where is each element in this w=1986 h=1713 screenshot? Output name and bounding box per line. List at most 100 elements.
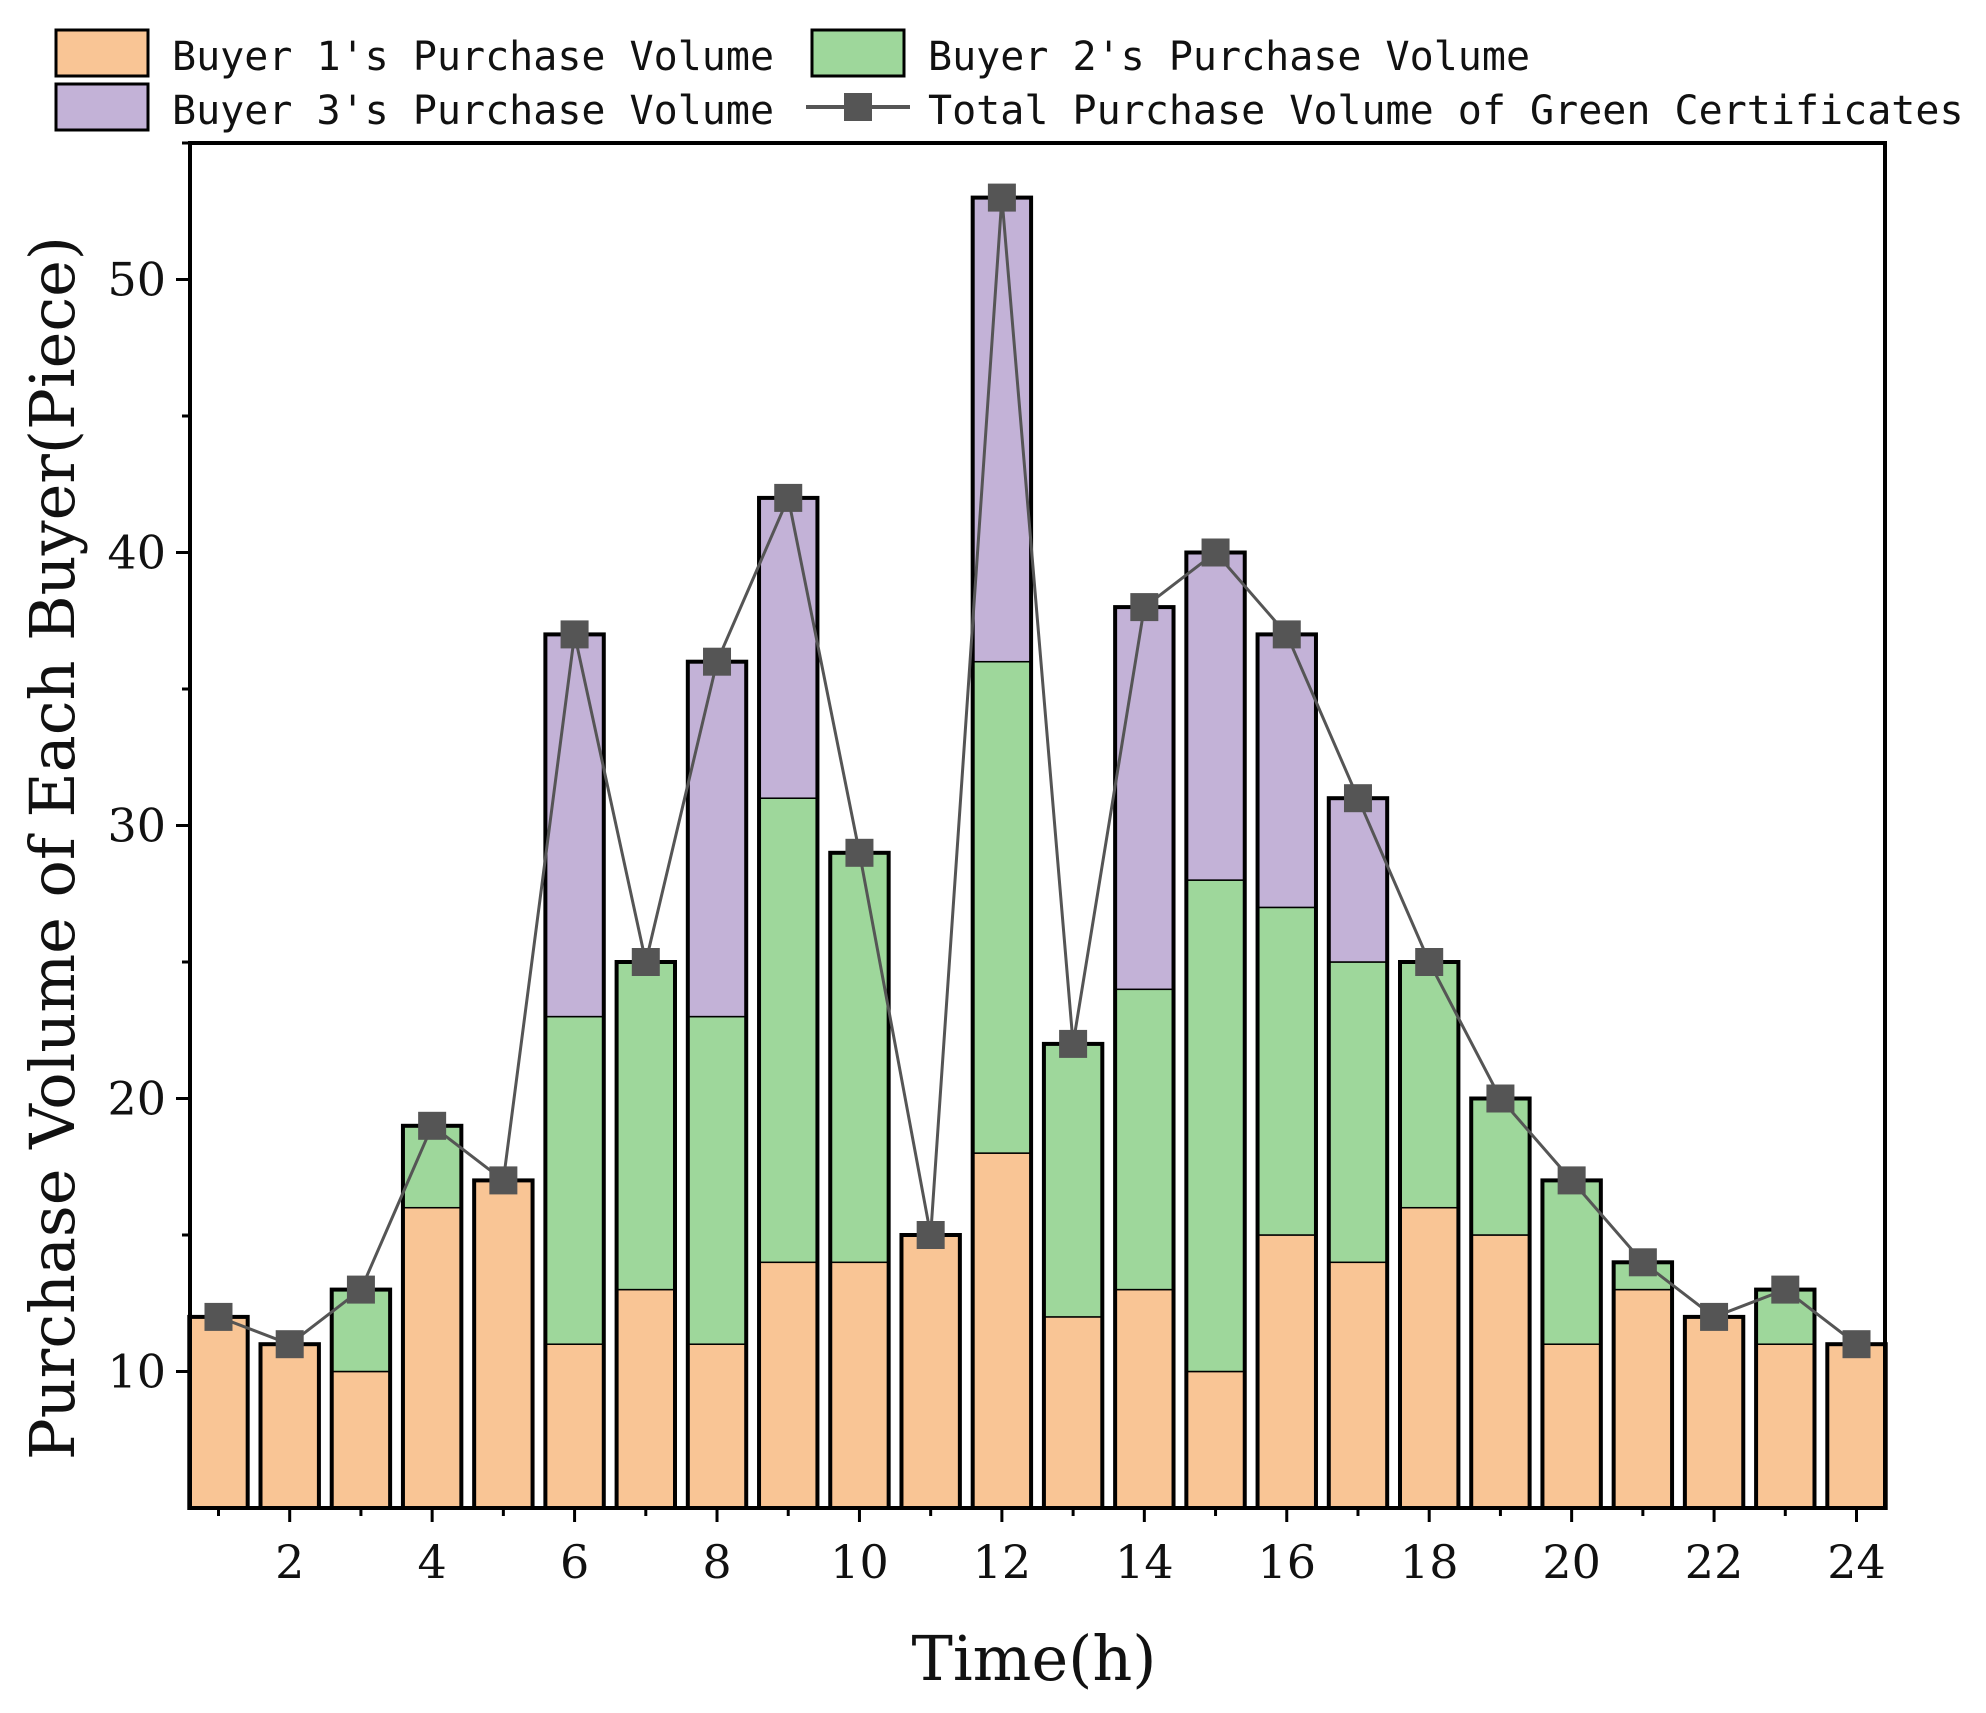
bar-9-series-3 xyxy=(758,497,819,799)
bar-19-series-2 xyxy=(1470,1097,1531,1236)
total-marker-21 xyxy=(1628,1248,1657,1277)
bar-22-series-1 xyxy=(1684,1316,1745,1509)
bar-20-series-2 xyxy=(1541,1179,1602,1345)
bar-8-series-2 xyxy=(687,1015,747,1345)
bar-13-series-2 xyxy=(1043,1043,1104,1318)
bar-17-series-1 xyxy=(1328,1261,1388,1509)
total-marker-11 xyxy=(916,1221,945,1249)
bar-14-series-1 xyxy=(1114,1288,1175,1509)
bar-9-series-1 xyxy=(758,1261,819,1509)
total-marker-24 xyxy=(1842,1330,1871,1359)
bar-8-series-3 xyxy=(687,660,747,1018)
total-marker-8 xyxy=(703,647,732,676)
total-marker-1 xyxy=(204,1302,233,1331)
legend-label-buyer2: Buyer 2's Purchase Volume xyxy=(928,34,1530,80)
bar-10-series-1 xyxy=(829,1261,890,1509)
total-marker-15 xyxy=(1201,538,1230,567)
total-line xyxy=(217,197,1858,1346)
bar-1-series-1 xyxy=(188,1316,249,1509)
bar-6-series-1 xyxy=(544,1343,605,1509)
total-marker-20 xyxy=(1557,1166,1586,1195)
bar-4-series-1 xyxy=(402,1206,463,1509)
bar-16-series-2 xyxy=(1256,906,1317,1236)
bar-15-series-3 xyxy=(1185,551,1246,881)
y-tick-label-20: 20 xyxy=(107,1072,166,1126)
x-tick-label-12: 12 xyxy=(973,1535,1032,1589)
legend-item-buyer1: Buyer 1's Purchase Volume xyxy=(54,28,774,80)
bar-3-series-1 xyxy=(330,1370,391,1509)
bar-23-series-1 xyxy=(1755,1343,1816,1509)
bar-14-series-2 xyxy=(1114,988,1175,1291)
total-marker-6 xyxy=(560,620,589,649)
total-marker-7 xyxy=(631,948,660,976)
bar-15-series-1 xyxy=(1185,1370,1246,1509)
bar-7-series-2 xyxy=(615,961,676,1291)
y-axis-title: Purchase Volume of Each Buyer(Piece) xyxy=(16,236,89,1460)
legend-label-total: Total Purchase Volume of Green Certifica… xyxy=(928,88,1964,134)
total-marker-22 xyxy=(1700,1302,1729,1331)
bar-10-series-2 xyxy=(829,852,890,1264)
legend-label-buyer1: Buyer 1's Purchase Volume xyxy=(172,34,774,80)
total-marker-13 xyxy=(1059,1029,1088,1058)
bar-18-series-1 xyxy=(1399,1206,1460,1509)
total-marker-17 xyxy=(1343,784,1372,813)
x-tick-label-22: 22 xyxy=(1685,1535,1744,1589)
legend-swatch-buyer1 xyxy=(54,28,150,78)
x-tick-label-14: 14 xyxy=(1115,1535,1174,1589)
bar-8-series-1 xyxy=(687,1343,747,1509)
total-marker-2 xyxy=(275,1330,304,1359)
legend-marker-total xyxy=(844,93,872,121)
bar-9-series-2 xyxy=(758,797,819,1264)
bar-19-series-1 xyxy=(1470,1234,1531,1509)
legend-item-buyer3: Buyer 3's Purchase Volume xyxy=(54,82,774,134)
total-marker-18 xyxy=(1415,948,1444,976)
bar-16-series-1 xyxy=(1256,1234,1317,1509)
y-tick-label-40: 40 xyxy=(107,526,166,580)
legend-item-total: Total Purchase Volume of Green Certifica… xyxy=(806,88,1964,134)
bar-17-series-2 xyxy=(1328,961,1388,1264)
x-tick-label-20: 20 xyxy=(1542,1535,1601,1589)
x-tick-label-6: 6 xyxy=(560,1535,589,1589)
bar-12-series-2 xyxy=(971,660,1032,1154)
x-tick-label-10: 10 xyxy=(830,1535,889,1589)
total-marker-10 xyxy=(845,838,874,867)
legend-swatch-buyer3 xyxy=(54,82,150,132)
bars-layer xyxy=(187,195,1888,1511)
y-tick-label-30: 30 xyxy=(107,799,166,853)
x-tick-label-2: 2 xyxy=(275,1535,304,1589)
bar-6-series-3 xyxy=(544,633,605,1018)
legend-label-buyer3: Buyer 3's Purchase Volume xyxy=(172,88,774,134)
bar-5-series-1 xyxy=(473,1179,534,1509)
bar-13-series-1 xyxy=(1043,1316,1104,1509)
x-tick-label-16: 16 xyxy=(1257,1535,1316,1589)
legend-swatch-buyer2 xyxy=(810,28,906,78)
legend: Buyer 1's Purchase Volume Buyer 2's Purc… xyxy=(54,28,1964,134)
bar-6-series-2 xyxy=(544,1015,605,1345)
legend-item-buyer2: Buyer 2's Purchase Volume xyxy=(810,28,1530,80)
bar-14-series-3 xyxy=(1114,606,1175,991)
bar-16-series-3 xyxy=(1256,633,1317,909)
total-marker-4 xyxy=(418,1111,447,1140)
y-tick-label-50: 50 xyxy=(107,253,166,307)
bar-17-series-3 xyxy=(1328,797,1388,963)
total-marker-19 xyxy=(1486,1084,1515,1113)
total-marker-14 xyxy=(1130,593,1159,622)
bar-20-series-1 xyxy=(1541,1343,1602,1509)
x-tick-label-4: 4 xyxy=(418,1535,447,1589)
bar-12-series-1 xyxy=(971,1152,1032,1509)
total-marker-3 xyxy=(346,1275,375,1304)
total-marker-16 xyxy=(1272,620,1301,649)
x-tick-label-24: 24 xyxy=(1827,1535,1886,1589)
bar-21-series-1 xyxy=(1612,1288,1673,1509)
x-axis-title: Time(h) xyxy=(912,1622,1157,1695)
x-tick-label-8: 8 xyxy=(702,1535,731,1589)
bar-2-series-1 xyxy=(259,1343,320,1509)
total-line-layer xyxy=(204,183,1871,1359)
total-marker-12 xyxy=(987,183,1016,212)
total-marker-9 xyxy=(774,483,803,512)
bar-24-series-1 xyxy=(1826,1343,1887,1509)
total-marker-23 xyxy=(1771,1275,1800,1304)
bar-11-series-1 xyxy=(900,1234,961,1509)
